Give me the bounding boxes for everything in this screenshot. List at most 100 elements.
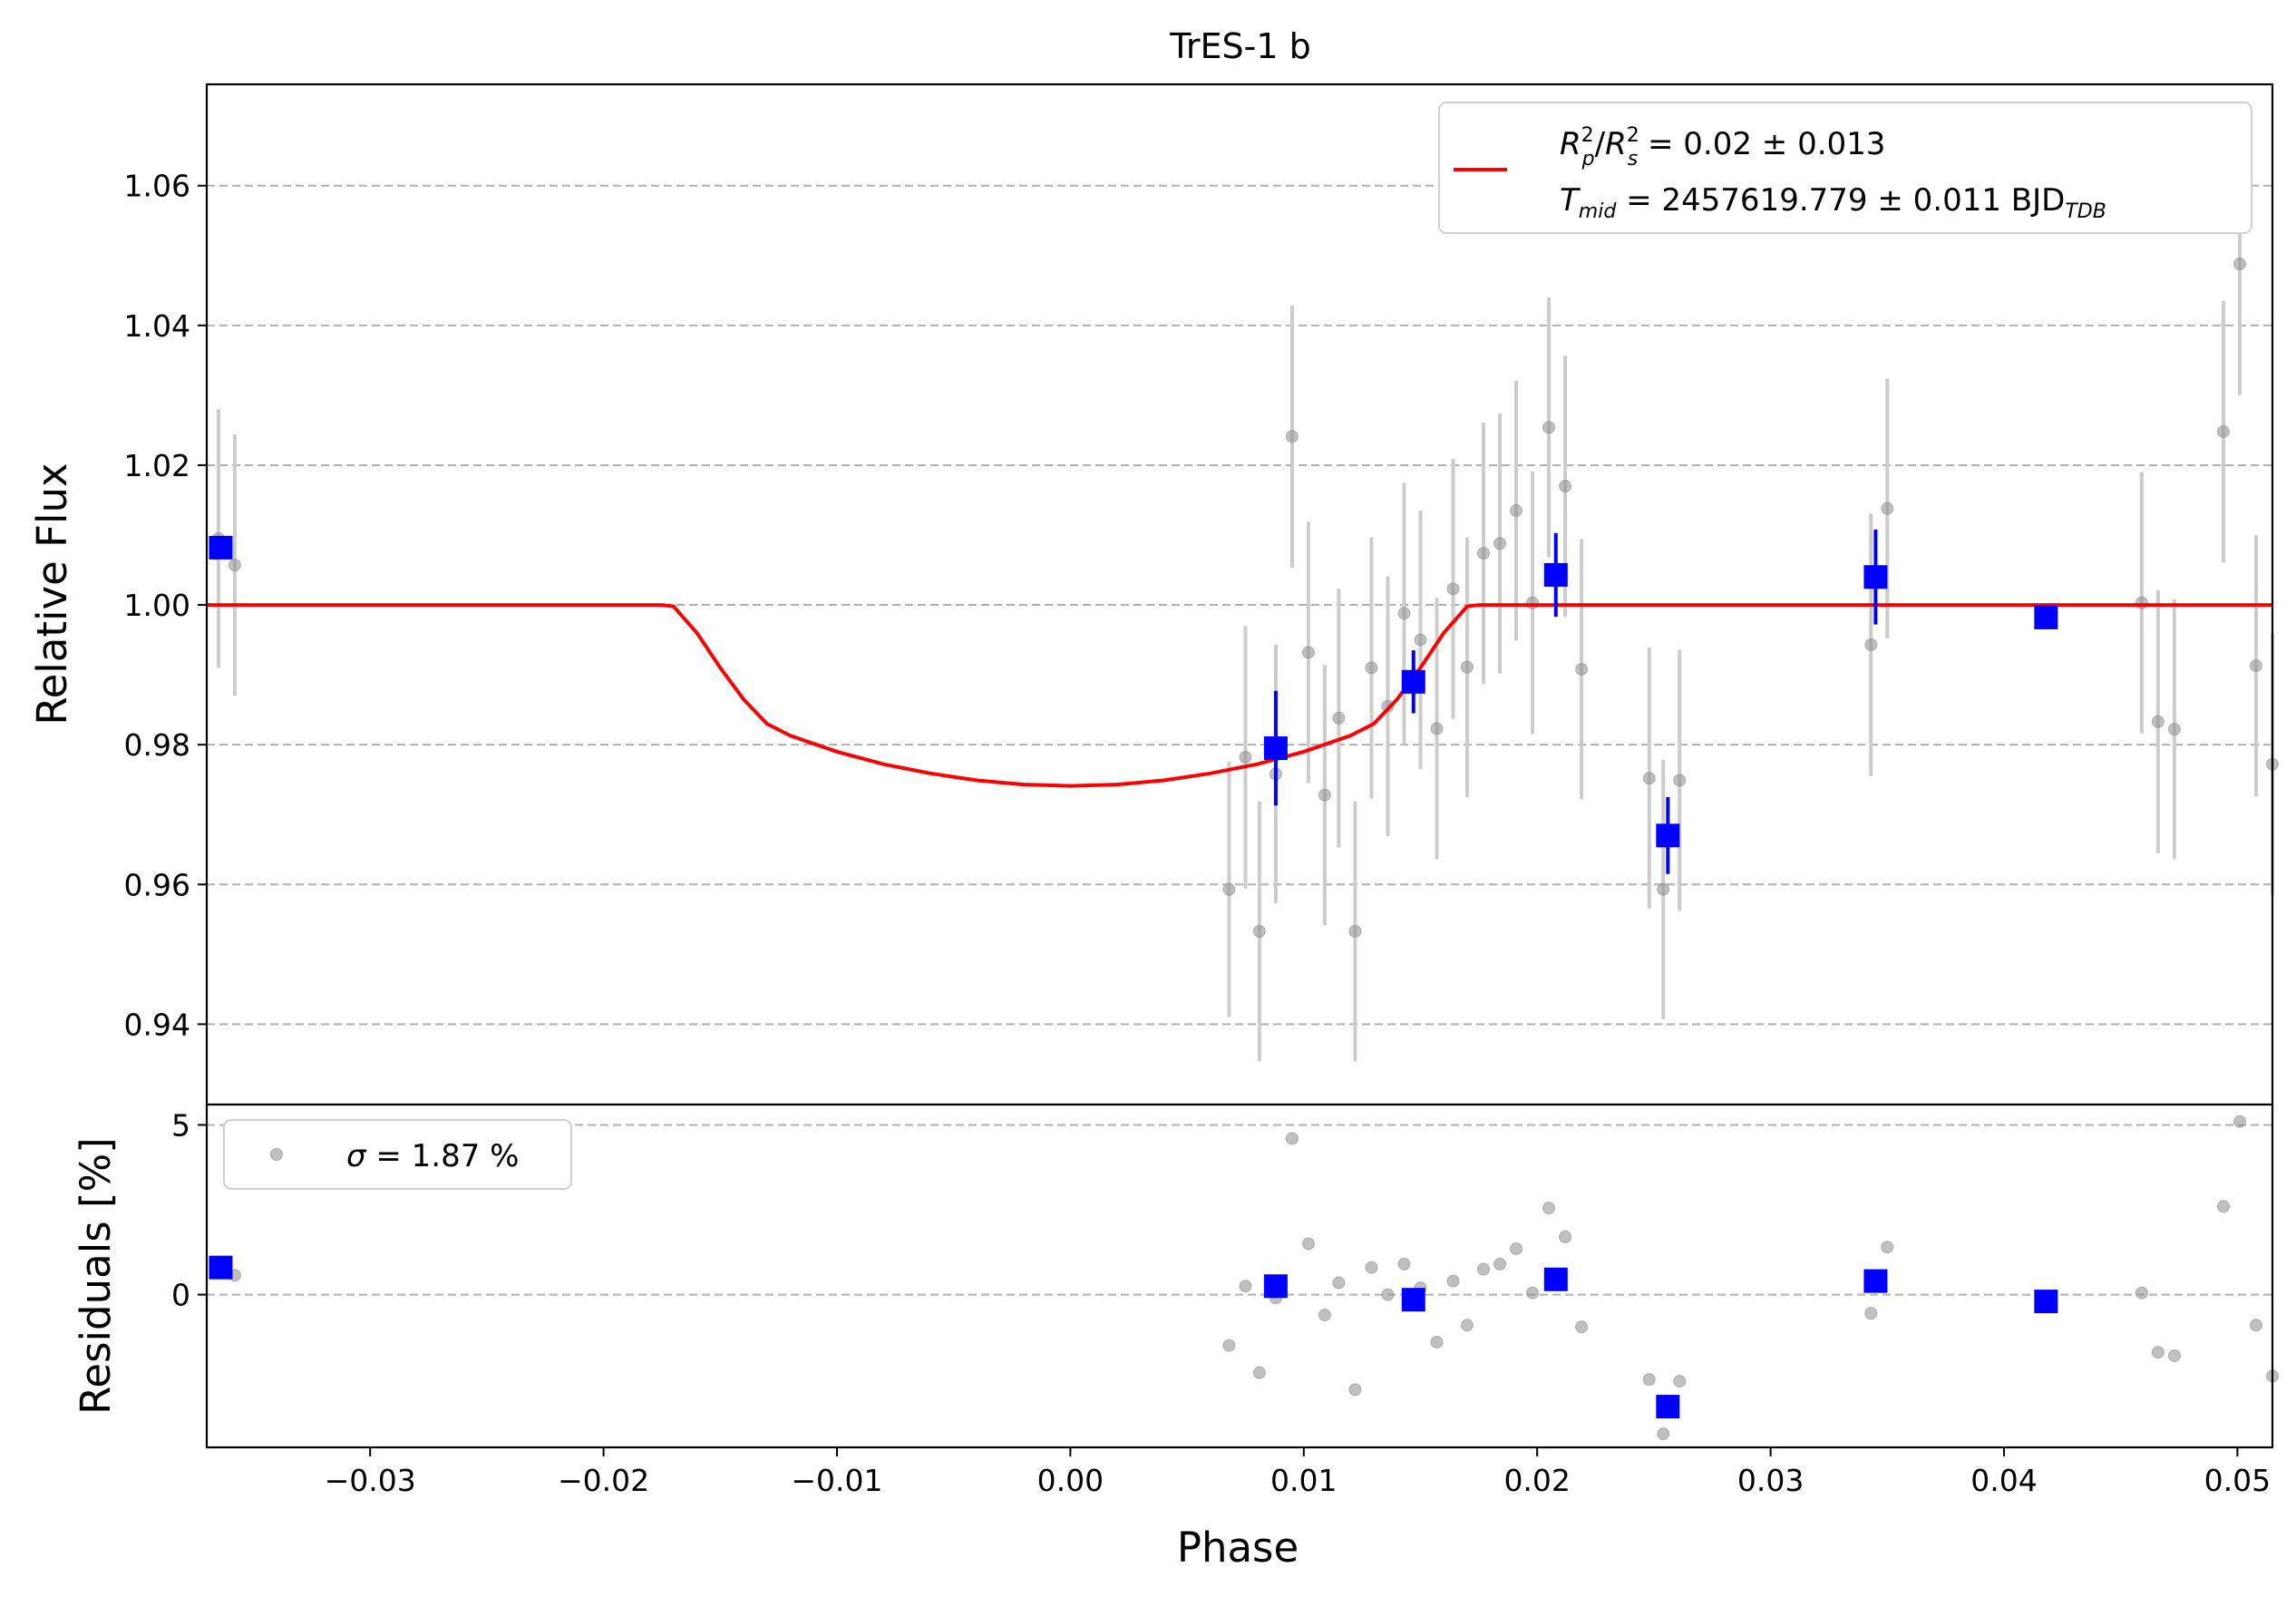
residual-point bbox=[1476, 1262, 1490, 1276]
xtick-label: 0.05 bbox=[2204, 1463, 2271, 1498]
raw-data-point bbox=[1559, 480, 1572, 493]
top-legend: R2 p/R2 s = 0.02 ± 0.013 Tmid = 2457619.77… bbox=[1438, 102, 2252, 234]
bottom-panel: 05 −0.03 −0.02 −0.01 0.00 0.01 0.02 0.03 0.04 0.… bbox=[72, 1103, 2279, 1572]
top-y-ticks: 0.94 0.96 0.98 1.00 1.02 1.04 1.06 bbox=[124, 169, 207, 1042]
binned-data-point bbox=[2034, 605, 2058, 629]
residual-point bbox=[1510, 1242, 1523, 1256]
raw-data-point bbox=[1430, 722, 1444, 735]
binned-data-point bbox=[1656, 823, 1680, 848]
raw-data-point bbox=[1510, 504, 1523, 518]
residual-point bbox=[1460, 1319, 1474, 1332]
top-binned-points bbox=[209, 529, 2058, 874]
legend-line-2: Tmid = 2457619.779 ± 0.011 BJDTDB bbox=[1560, 182, 2106, 223]
residual-point bbox=[1239, 1280, 1252, 1293]
bottom-legend-box bbox=[223, 1119, 572, 1190]
raw-data-point bbox=[1542, 421, 1556, 434]
bottom-legend: σ = 1.87 % bbox=[223, 1119, 572, 1190]
raw-data-point bbox=[1460, 660, 1474, 674]
top-ytick-label: 0.98 bbox=[124, 727, 190, 763]
residual-point bbox=[1542, 1202, 1556, 1215]
residual-point bbox=[1493, 1257, 1507, 1271]
raw-data-point bbox=[1673, 774, 1687, 787]
residual-point bbox=[1222, 1339, 1236, 1352]
raw-data-point bbox=[1239, 751, 1252, 764]
raw-data-point bbox=[1252, 924, 1266, 938]
binned-residual-point bbox=[1863, 1269, 1888, 1293]
xtick-label: 0.02 bbox=[1503, 1463, 1570, 1498]
bottom-ytick-label: 0 bbox=[171, 1278, 190, 1313]
xtick-label: −0.02 bbox=[558, 1463, 649, 1498]
residual-point bbox=[1559, 1230, 1572, 1243]
residual-point bbox=[1252, 1366, 1266, 1379]
residual-point bbox=[2135, 1286, 2148, 1300]
bottom-x-ticks: −0.03 −0.02 −0.01 0.00 0.01 0.02 0.03 0.04 0.05 bbox=[325, 1447, 2271, 1498]
binned-data-point bbox=[209, 535, 233, 560]
bottom-y-ticks: 05 bbox=[171, 1107, 207, 1313]
residual-point bbox=[1881, 1241, 1894, 1254]
residual-point bbox=[1673, 1375, 1687, 1388]
top-raw-points bbox=[211, 132, 2279, 1062]
residual-point bbox=[2151, 1346, 2165, 1359]
binned-residual-point bbox=[1543, 1267, 1568, 1291]
residual-point bbox=[2249, 1319, 2262, 1332]
raw-data-point bbox=[1381, 699, 1395, 713]
chart-title: TrES-1 b bbox=[1169, 26, 1310, 66]
raw-data-point bbox=[1348, 924, 1362, 938]
xtick-label: −0.01 bbox=[791, 1463, 882, 1498]
raw-data-point bbox=[1493, 537, 1507, 550]
raw-data-point bbox=[1397, 607, 1411, 620]
raw-data-point bbox=[2249, 659, 2262, 673]
raw-data-point bbox=[2216, 424, 2230, 438]
residual-point bbox=[1642, 1373, 1656, 1387]
binned-residual-point bbox=[2034, 1290, 2058, 1314]
binned-data-point bbox=[1863, 565, 1888, 589]
top-legend-box bbox=[1438, 102, 2252, 234]
residual-point bbox=[1365, 1261, 1378, 1274]
residual-point bbox=[1430, 1335, 1444, 1349]
top-ytick-label: 1.04 bbox=[124, 308, 190, 344]
xtick-label: 0.04 bbox=[1970, 1463, 2037, 1498]
raw-data-point bbox=[1476, 547, 1490, 560]
residual-point bbox=[2167, 1349, 2181, 1362]
legend-residual-swatch bbox=[270, 1148, 283, 1161]
binned-residual-point bbox=[1401, 1288, 1425, 1312]
xtick-label: 0.00 bbox=[1037, 1463, 1104, 1498]
residual-point bbox=[1575, 1320, 1589, 1334]
residual-point bbox=[2233, 1115, 2246, 1128]
binned-data-point bbox=[1543, 562, 1568, 587]
binned-data-point bbox=[1263, 736, 1288, 761]
residual-point bbox=[1446, 1274, 1460, 1288]
raw-data-point bbox=[1318, 788, 1331, 802]
top-panel: 0.94 0.96 0.98 1.00 1.02 1.04 1.06 Relative Fl… bbox=[28, 83, 2279, 1106]
raw-data-point bbox=[2151, 715, 2165, 728]
top-plot-area bbox=[207, 84, 2272, 1105]
raw-data-point bbox=[2135, 596, 2148, 609]
residual-point bbox=[1381, 1288, 1395, 1301]
residual-point bbox=[1318, 1309, 1331, 1322]
bottom-panel-frame bbox=[205, 1103, 2274, 1449]
raw-data-point bbox=[1575, 662, 1589, 676]
xtick-label: −0.03 bbox=[325, 1463, 416, 1498]
residual-point bbox=[2216, 1200, 2230, 1213]
binned-residual-point bbox=[209, 1255, 233, 1280]
binned-data-point bbox=[1401, 669, 1425, 694]
raw-data-point bbox=[1365, 661, 1378, 675]
raw-data-point bbox=[1864, 638, 1878, 651]
x-axis-label: Phase bbox=[1177, 1524, 1299, 1572]
raw-data-point bbox=[2167, 723, 2181, 736]
bottom-y-axis-label: Residuals [%] bbox=[72, 1137, 120, 1415]
residual-point bbox=[1285, 1132, 1299, 1145]
raw-data-point bbox=[1642, 772, 1656, 785]
residual-point bbox=[1301, 1237, 1315, 1251]
top-y-axis-label: Relative Flux bbox=[28, 463, 76, 725]
legend-sigma-label: σ = 1.87 % bbox=[346, 1138, 519, 1174]
bottom-raw-residuals bbox=[228, 1115, 2279, 1441]
raw-data-point bbox=[1332, 711, 1346, 725]
residual-point bbox=[1332, 1276, 1346, 1290]
residual-point bbox=[1526, 1286, 1540, 1300]
top-ytick-label: 1.02 bbox=[124, 448, 190, 483]
raw-data-point bbox=[1881, 501, 1894, 515]
top-ytick-label: 1.06 bbox=[124, 169, 190, 204]
raw-data-point bbox=[1301, 646, 1315, 659]
